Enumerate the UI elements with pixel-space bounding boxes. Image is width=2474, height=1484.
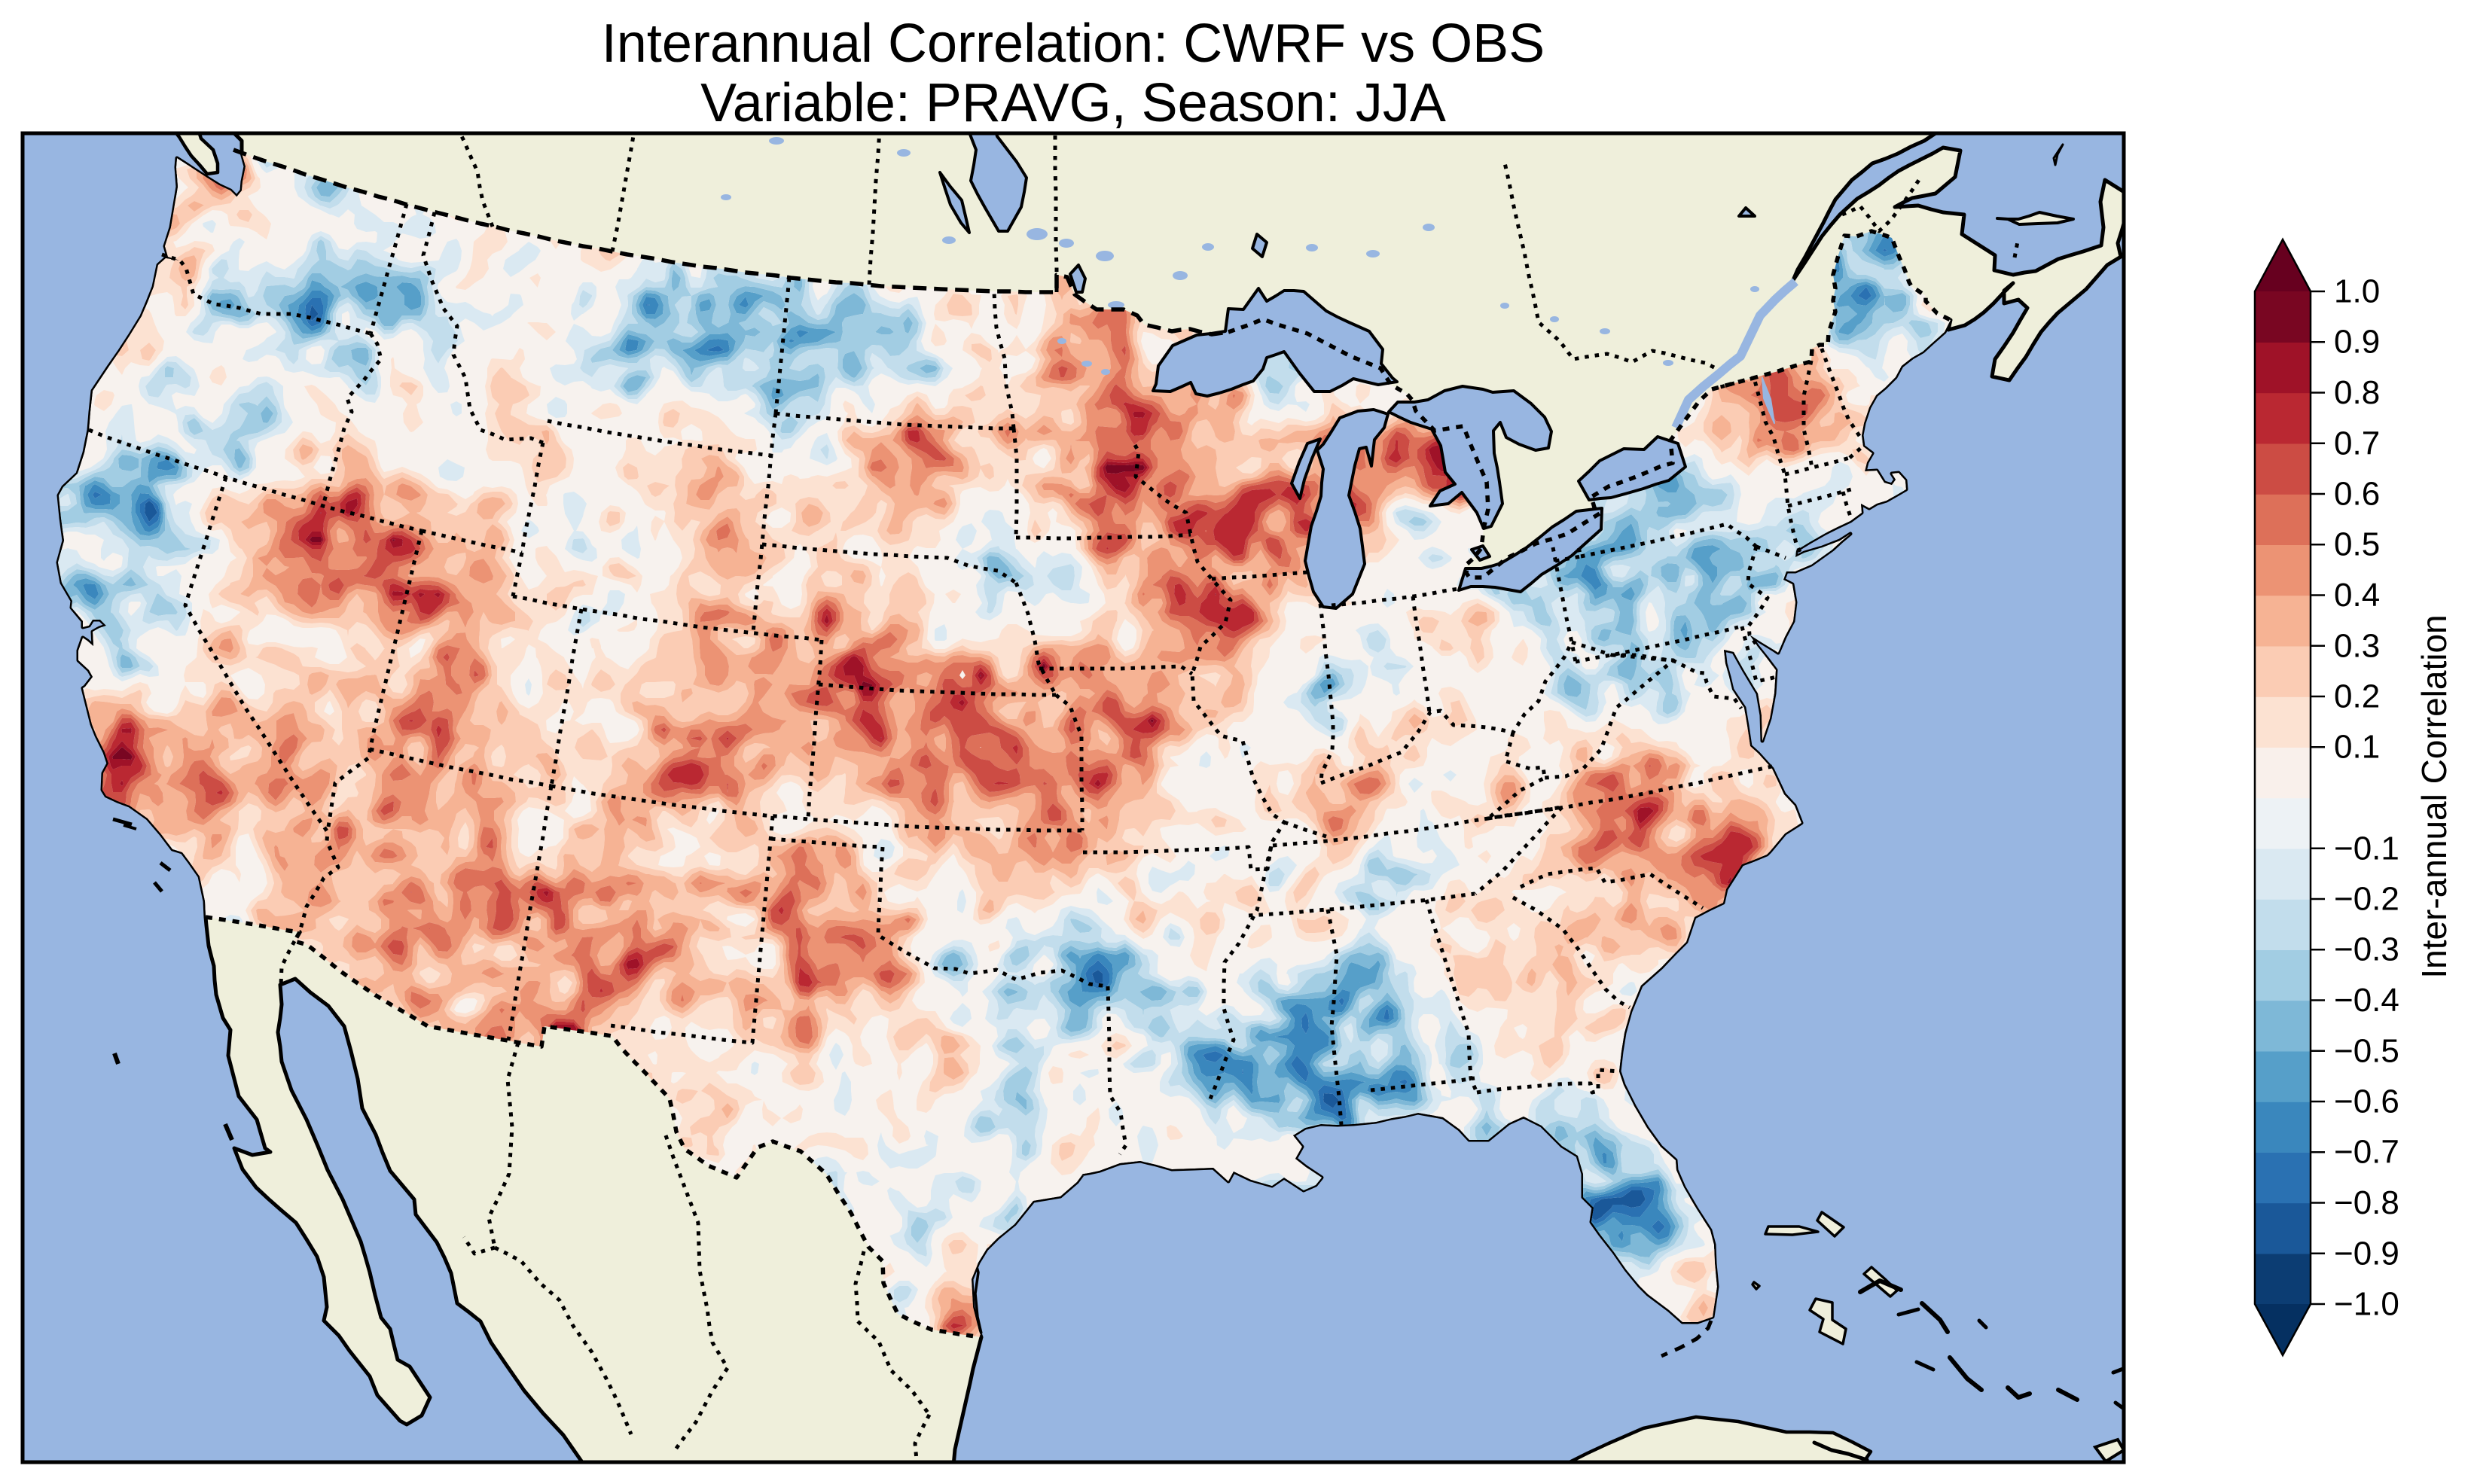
svg-text:0.7: 0.7 — [2334, 425, 2380, 462]
svg-text:0.2: 0.2 — [2334, 678, 2380, 715]
svg-text:−0.3: −0.3 — [2334, 931, 2399, 968]
svg-text:0.1: 0.1 — [2334, 729, 2380, 766]
svg-text:−1.0: −1.0 — [2334, 1286, 2399, 1323]
svg-text:−0.1: −0.1 — [2334, 830, 2399, 867]
svg-text:0.9: 0.9 — [2334, 324, 2380, 361]
svg-text:0.5: 0.5 — [2334, 526, 2380, 563]
svg-text:0.8: 0.8 — [2334, 374, 2380, 411]
svg-text:Inter-annual Correlation: Inter-annual Correlation — [2415, 614, 2454, 978]
svg-text:−0.2: −0.2 — [2334, 881, 2399, 918]
svg-text:−0.5: −0.5 — [2334, 1032, 2399, 1069]
svg-text:−0.9: −0.9 — [2334, 1235, 2399, 1272]
svg-text:Variable: PRAVG, Season: JJA: Variable: PRAVG, Season: JJA — [700, 73, 1446, 133]
svg-text:−0.7: −0.7 — [2334, 1134, 2399, 1171]
svg-text:Interannual Correlation: CWRF: Interannual Correlation: CWRF vs OBS — [602, 14, 1545, 74]
svg-text:−0.4: −0.4 — [2334, 982, 2399, 1019]
svg-text:0.3: 0.3 — [2334, 627, 2380, 664]
svg-text:0.4: 0.4 — [2334, 577, 2380, 614]
svg-text:1.0: 1.0 — [2334, 273, 2380, 310]
svg-text:−0.8: −0.8 — [2334, 1184, 2399, 1221]
svg-text:0.6: 0.6 — [2334, 476, 2380, 513]
svg-text:−0.6: −0.6 — [2334, 1083, 2399, 1120]
